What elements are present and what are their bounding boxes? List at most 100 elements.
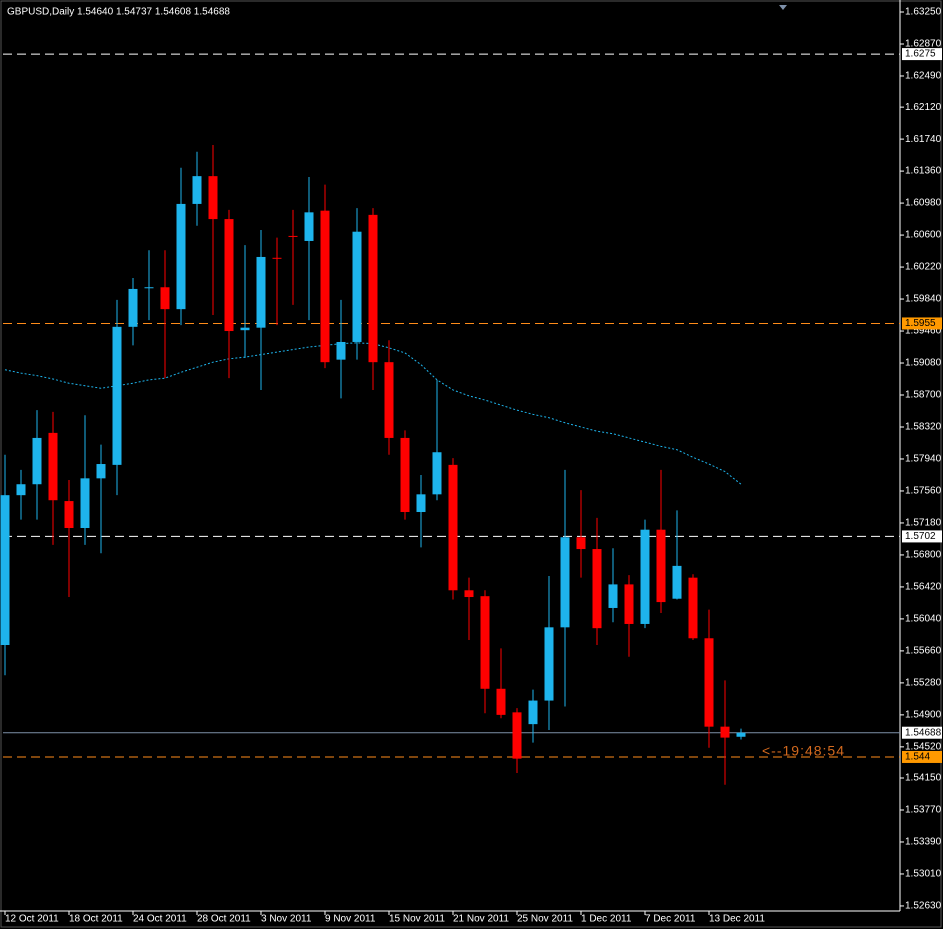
candle-body bbox=[480, 596, 490, 689]
candle-body bbox=[560, 537, 570, 628]
x-tick-label: 9 Nov 2011 bbox=[325, 914, 376, 925]
candle-body bbox=[16, 484, 26, 496]
candle-body bbox=[720, 726, 730, 738]
x-tick-label: 13 Dec 2011 bbox=[709, 914, 765, 925]
chart-title: GBPUSD,Daily 1.54640 1.54737 1.54608 1.5… bbox=[7, 7, 230, 18]
x-tick-label: 28 Oct 2011 bbox=[197, 914, 251, 925]
y-tick-label: 1.62120 bbox=[905, 102, 942, 113]
candle-body bbox=[544, 627, 554, 701]
candle-body bbox=[64, 501, 74, 529]
candle-body bbox=[400, 437, 410, 513]
candle-body bbox=[656, 529, 666, 603]
candle-body bbox=[160, 287, 170, 310]
y-tick-label: 1.56420 bbox=[905, 582, 942, 593]
x-tick-label: 7 Dec 2011 bbox=[645, 914, 696, 925]
candle-body bbox=[528, 700, 538, 725]
y-tick-label: 1.54520 bbox=[905, 741, 942, 752]
candle-body bbox=[0, 495, 10, 646]
y-tick-label: 1.57940 bbox=[905, 454, 942, 465]
candle-body bbox=[80, 478, 90, 529]
candle-body bbox=[576, 537, 586, 550]
y-tick-label: 1.53770 bbox=[905, 805, 942, 816]
candle-body bbox=[624, 584, 634, 624]
candle-body bbox=[592, 549, 602, 629]
x-tick-label: 24 Oct 2011 bbox=[133, 914, 187, 925]
candle-body bbox=[240, 327, 250, 331]
x-tick-label: 1 Dec 2011 bbox=[581, 914, 632, 925]
level-label-box bbox=[902, 530, 942, 543]
y-tick-label: 1.60220 bbox=[905, 262, 942, 273]
level-label: 1.54688 bbox=[905, 727, 942, 738]
level-label-box bbox=[902, 726, 942, 739]
x-tick-label: 12 Oct 2011 bbox=[5, 914, 59, 925]
y-tick-label: 1.52630 bbox=[905, 901, 942, 912]
candle-body bbox=[704, 638, 714, 727]
y-tick-label: 1.62870 bbox=[905, 39, 942, 50]
y-tick-label: 1.61740 bbox=[905, 134, 942, 145]
y-tick-label: 1.53010 bbox=[905, 869, 942, 880]
candle-body bbox=[32, 437, 42, 485]
shift-marker bbox=[779, 5, 787, 10]
candle-body bbox=[688, 577, 698, 639]
candle-body bbox=[96, 464, 106, 479]
x-tick-label: 15 Nov 2011 bbox=[389, 914, 445, 925]
moving-average bbox=[4, 342, 742, 485]
y-tick-label: 1.59840 bbox=[905, 294, 942, 305]
y-tick-label: 1.60980 bbox=[905, 198, 942, 209]
y-tick-label: 1.61360 bbox=[905, 166, 942, 177]
x-tick-label: 3 Nov 2011 bbox=[261, 914, 312, 925]
candle-body bbox=[192, 176, 202, 204]
x-tick-label: 18 Oct 2011 bbox=[69, 914, 123, 925]
y-tick-label: 1.57180 bbox=[905, 518, 942, 529]
countdown: <--19:48:54 bbox=[762, 743, 845, 759]
x-tick-label: 25 Nov 2011 bbox=[517, 914, 573, 925]
y-tick-label: 1.63250 bbox=[905, 7, 942, 18]
candle-body bbox=[432, 452, 442, 495]
candle-body bbox=[352, 231, 362, 342]
candle-body bbox=[368, 214, 378, 363]
y-tick-label: 1.57560 bbox=[905, 486, 942, 497]
y-tick-label: 1.59460 bbox=[905, 326, 942, 337]
y-tick-label: 1.58700 bbox=[905, 390, 942, 401]
candle-body bbox=[384, 362, 394, 438]
y-tick-label: 1.55660 bbox=[905, 646, 942, 657]
y-tick-label: 1.59080 bbox=[905, 358, 942, 369]
candle-body bbox=[464, 590, 474, 598]
x-tick-label: 21 Nov 2011 bbox=[453, 914, 509, 925]
candle-body bbox=[208, 176, 218, 220]
y-tick-label: 1.56800 bbox=[905, 550, 942, 561]
level-label-box bbox=[902, 317, 942, 330]
candle-body bbox=[176, 203, 186, 310]
candle-body bbox=[304, 212, 314, 241]
candle-body bbox=[48, 432, 58, 501]
candle-body bbox=[224, 219, 234, 332]
candle-body bbox=[320, 210, 330, 363]
candle-body bbox=[416, 494, 426, 513]
candle-body bbox=[736, 732, 746, 737]
y-tick-label: 1.54150 bbox=[905, 773, 942, 784]
candle-body bbox=[144, 287, 154, 289]
y-tick-label: 1.55280 bbox=[905, 678, 942, 689]
y-tick-label: 1.60600 bbox=[905, 230, 942, 241]
candle-body bbox=[256, 256, 266, 328]
y-tick-label: 1.54900 bbox=[905, 710, 942, 721]
level-label-box bbox=[902, 48, 942, 61]
candle-body bbox=[640, 529, 650, 624]
candle-body bbox=[128, 288, 138, 327]
candle-body bbox=[496, 688, 506, 715]
candle-body bbox=[112, 326, 122, 465]
candle-body bbox=[288, 235, 298, 237]
level-label-box bbox=[902, 750, 942, 763]
level-label: 1.6275 bbox=[905, 49, 936, 60]
y-tick-label: 1.53390 bbox=[905, 837, 942, 848]
candle-body bbox=[448, 464, 458, 591]
level-label: 1.544 bbox=[905, 752, 930, 763]
candle-body bbox=[512, 712, 522, 759]
y-tick-label: 1.58320 bbox=[905, 422, 942, 433]
level-label: 1.5955 bbox=[905, 318, 936, 329]
candle-body bbox=[272, 257, 282, 259]
y-tick-label: 1.62490 bbox=[905, 71, 942, 82]
